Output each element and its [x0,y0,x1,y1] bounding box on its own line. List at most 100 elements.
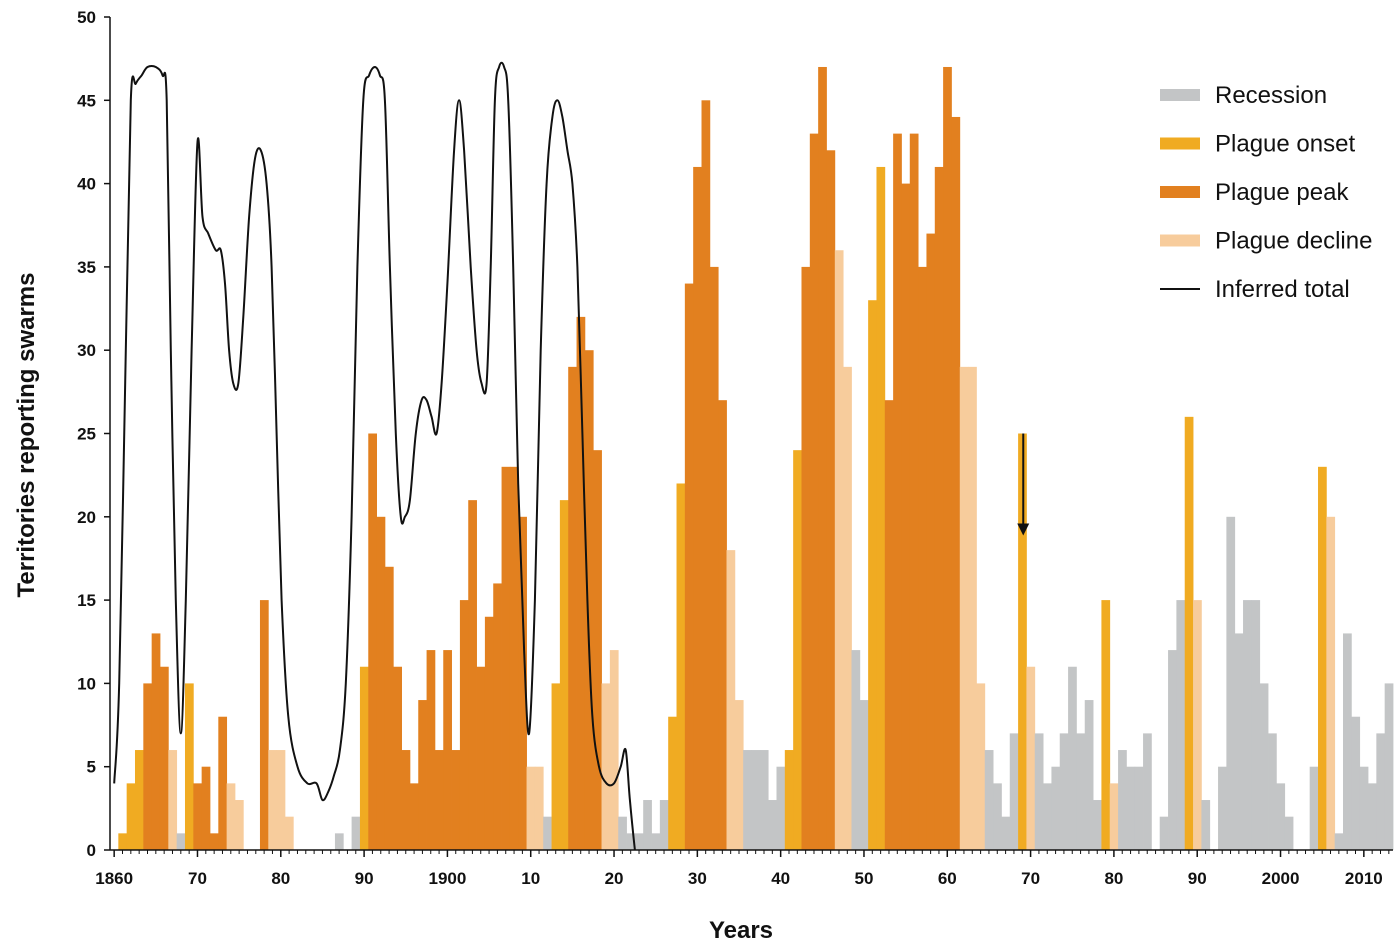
bar-1982-recession [1126,766,1136,850]
bar-1966-recession [993,783,1002,850]
bar-1962-decline [959,366,969,850]
bar-1917-peak [584,350,594,850]
y-tick-label-45: 45 [77,91,96,110]
bar-1959-peak [934,166,944,850]
bar-1946-peak [826,150,836,850]
y-tick-label-50: 50 [77,8,96,27]
inferred-total-line [113,61,636,851]
legend-label-decline: Plague decline [1215,228,1372,255]
bar-1931-peak [701,100,711,851]
bar-1995-recession [1234,633,1244,850]
bar-1986-recession [1159,816,1169,850]
bar-1950-recession [859,700,869,850]
bar-1958-peak [926,233,936,850]
bar-1919-decline [601,683,611,850]
bar-1960-peak [943,66,952,851]
bar-1926-recession [659,800,669,850]
bar-1994-recession [1226,516,1236,850]
bar-1976-recession [1076,733,1086,850]
bar-1989-onset [1184,416,1194,850]
bar-1984-recession [1143,733,1152,850]
bar-1965-recession [984,750,994,850]
bar-1945-peak [818,66,827,851]
bar-1997-recession [1251,600,1261,850]
bar-2009-recession [1351,716,1361,850]
bar-1907-peak [501,466,511,850]
bar-1942-onset [793,450,802,850]
bar-1874-decline [226,783,236,850]
bar-1977-recession [1084,700,1094,850]
bar-1894-peak [393,666,402,850]
bar-1936-recession [743,750,752,850]
bar-1864-peak [143,683,153,850]
bar-1971-recession [1034,733,1044,850]
bar-1915-peak [568,366,577,850]
x-tick-label-1960: 60 [938,869,957,888]
bar-1978-recession [1093,800,1102,850]
bar-1930-peak [693,166,702,850]
bar-1897-peak [418,700,427,850]
bar-2001-recession [1284,816,1294,850]
x-tick-label-1930: 30 [688,869,707,888]
x-tick-label-1990: 90 [1188,869,1207,888]
bar-1943-peak [801,266,811,850]
bar-1963-decline [968,366,977,850]
bar-1901-peak [451,750,461,850]
bar-1957-peak [918,266,927,850]
bar-1862-onset [126,783,136,850]
bar-1927-onset [668,716,677,850]
bar-1981-recession [1118,750,1127,850]
bar-1990-decline [1193,600,1202,850]
bar-2010-recession [1359,766,1369,850]
legend-swatch-recession [1160,89,1200,101]
bar-1925-recession [651,833,661,850]
bar-1890-onset [359,666,369,850]
bar-1895-peak [401,750,411,850]
bar-1970-decline [1026,666,1036,850]
bar-1949-recession [851,650,861,850]
y-tick-label-0: 0 [87,841,96,860]
bar-1951-onset [868,300,877,851]
bar-2007-recession [1334,833,1344,850]
bar-1939-recession [768,800,777,850]
bar-1972-recession [1043,783,1052,850]
bar-1991-recession [1201,800,1211,850]
x-tick-label-1880: 80 [271,869,290,888]
bar-1910-decline [526,766,536,850]
bar-1961-peak [951,116,961,850]
arrow-head [1017,523,1030,536]
bar-1944-peak [809,133,819,850]
legend: Recession Plague onset Plague peak Plague d… [1160,82,1372,303]
bar-1892-peak [376,516,386,850]
bar-2006-decline [1326,516,1336,850]
bar-1979-onset [1101,600,1111,850]
x-tick-label-1860: 1860 [95,869,133,888]
bar-1880-decline [276,750,286,850]
bar-1881-decline [284,816,294,850]
bar-2005-onset [1318,466,1327,850]
y-tick-label-35: 35 [77,258,96,277]
legend-label-peak: Plague peak [1215,179,1349,206]
bar-1916-peak [576,316,586,850]
bar-1941-onset [784,750,794,850]
y-tick-label-10: 10 [77,674,96,693]
bar-1904-peak [476,666,486,850]
bar-1947-decline [834,250,844,851]
bar-2011-recession [1368,783,1377,850]
bar-1973-recession [1051,766,1061,850]
bar-1929-peak [684,283,694,850]
y-tick-label-5: 5 [87,758,96,777]
bar-1866-peak [159,666,169,850]
bar-1935-decline [734,700,744,850]
bar-1878-peak [259,600,269,850]
x-tick-label-1940: 40 [771,869,790,888]
bar-1911-decline [534,766,544,850]
bar-1899-peak [434,750,444,850]
bar-2004-recession [1309,766,1319,850]
bar-1893-peak [384,566,394,850]
bar-1937-recession [751,750,761,850]
bar-1948-decline [843,366,852,850]
bar-1954-peak [893,133,902,850]
x-tick-label-1870: 70 [188,869,207,888]
